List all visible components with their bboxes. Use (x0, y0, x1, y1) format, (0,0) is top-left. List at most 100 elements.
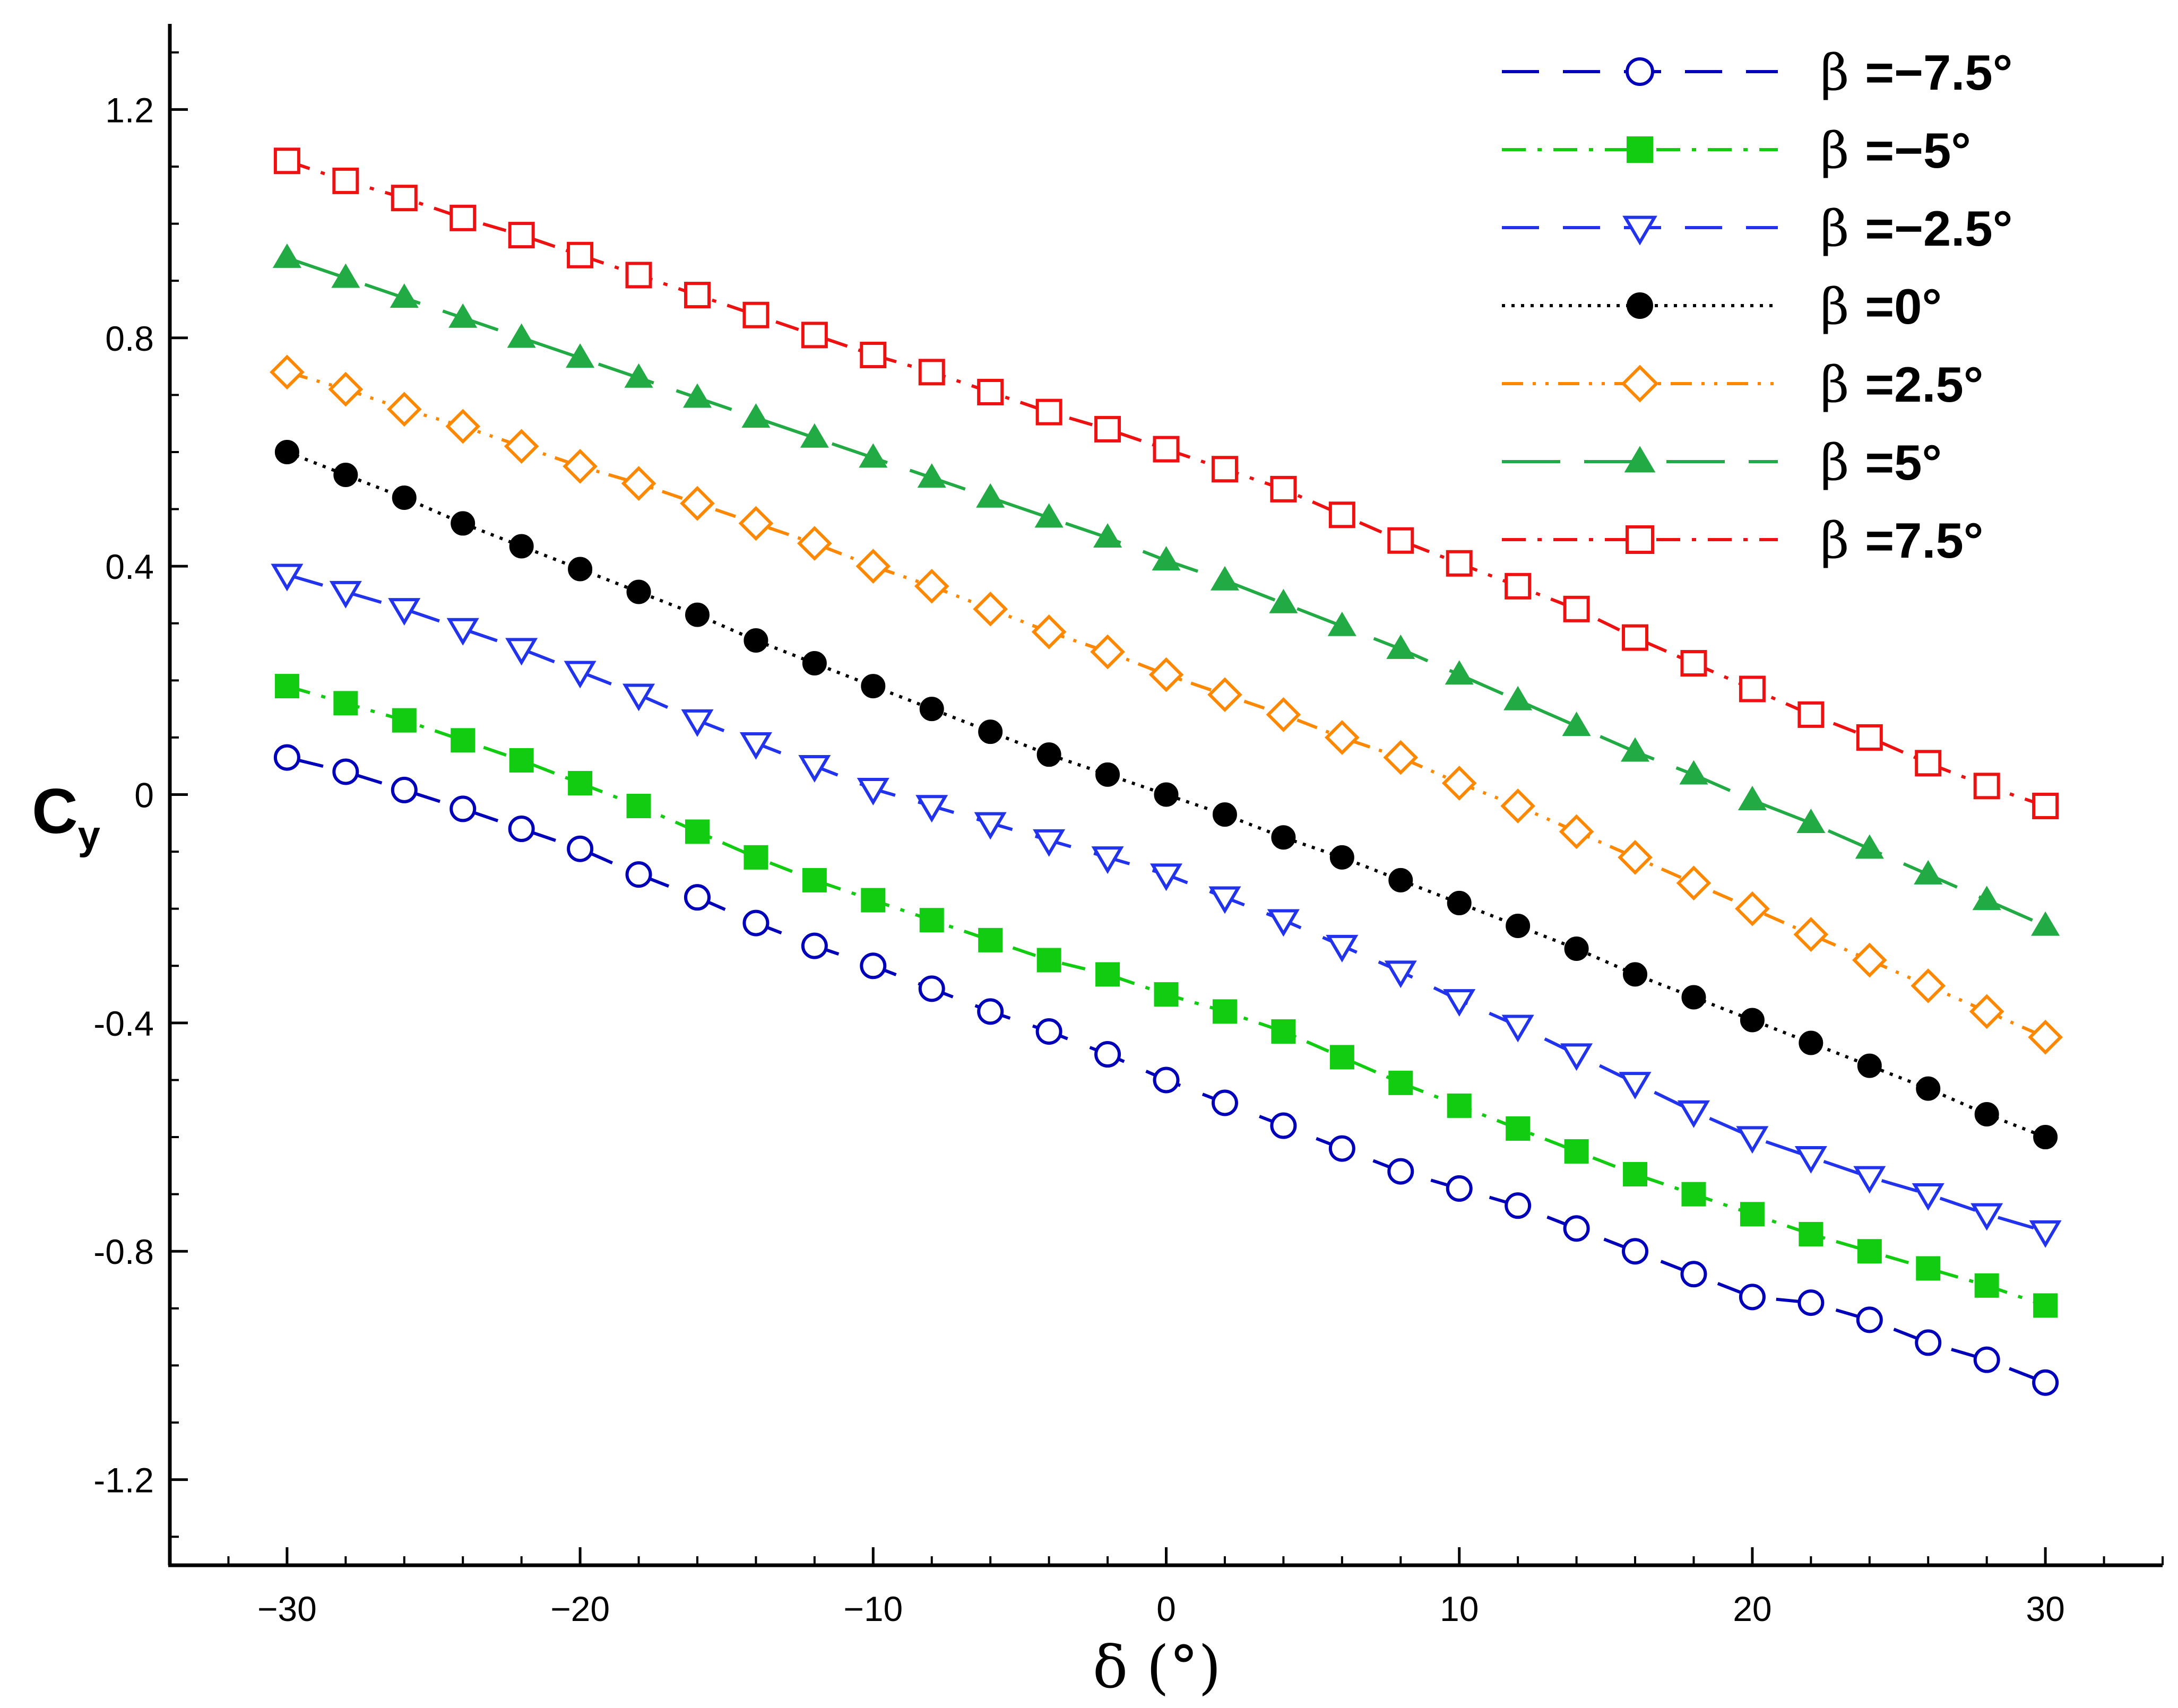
data-point (567, 835, 594, 862)
legend-label-symbol: β (1820, 278, 1865, 336)
data-point (331, 263, 360, 288)
data-point (446, 618, 479, 646)
data-point (451, 728, 476, 753)
data-point (1036, 742, 1061, 767)
data-point (1620, 737, 1650, 762)
data-point (448, 303, 478, 328)
data-point (1443, 989, 1476, 1017)
data-point (2028, 1019, 2063, 1055)
data-point (567, 241, 594, 268)
legend-entry: β =−5° (1502, 122, 1971, 180)
data-point (742, 301, 770, 328)
data-point (1212, 802, 1237, 827)
data-point (1095, 762, 1120, 787)
data-point (625, 861, 652, 888)
legend-label-value: =2.5° (1865, 357, 1983, 412)
data-point (1623, 962, 1648, 987)
legend-label: β =−5° (1820, 122, 1971, 180)
data-point (738, 506, 774, 541)
legend-marker (1624, 446, 1656, 473)
x-tick-label: −30 (257, 1589, 317, 1628)
series-6 (273, 148, 2059, 820)
data-point (622, 683, 655, 712)
data-point (626, 579, 651, 604)
data-point (974, 812, 1007, 840)
data-point (1388, 868, 1413, 892)
data-point (682, 383, 712, 408)
data-point (1912, 1183, 1944, 1211)
data-point (1152, 546, 1181, 571)
data-point (568, 557, 593, 582)
data-point (1033, 829, 1066, 857)
data-point (1969, 994, 2004, 1029)
data-point (1973, 773, 2000, 800)
data-point (1505, 1192, 1532, 1219)
data-point (1153, 436, 1180, 463)
legend-label-symbol: β (1820, 122, 1865, 180)
series-2 (271, 563, 2062, 1248)
data-point (918, 975, 945, 1002)
data-point (1208, 886, 1241, 914)
y-axis-title-subscript: y (78, 813, 100, 858)
series-3 (274, 439, 2058, 1150)
data-point (919, 697, 944, 722)
data-point (919, 908, 944, 933)
data-point (1563, 595, 1590, 622)
data-point (271, 563, 304, 592)
data-point (1793, 917, 1829, 952)
data-point (1447, 890, 1472, 915)
data-point (914, 568, 949, 604)
data-point (621, 466, 656, 501)
data-point (2033, 1125, 2058, 1150)
data-point (1799, 1221, 1823, 1246)
legend-entry: β =0° (1502, 278, 1942, 336)
series-line (287, 370, 2046, 1039)
data-point (1031, 614, 1067, 649)
data-point (1623, 1161, 1648, 1186)
y-tick-label: 0.4 (105, 547, 154, 586)
data-point (1271, 825, 1296, 850)
legend-label-value: =7.5° (1865, 513, 1983, 568)
data-point (1852, 942, 1887, 978)
legend-label-value: =−7.5° (1865, 45, 2012, 100)
data-point (2033, 1293, 2058, 1318)
data-point (274, 674, 299, 699)
data-point (328, 371, 364, 407)
data-point (1739, 675, 1766, 703)
data-point (1441, 766, 1477, 801)
data-point (329, 580, 362, 609)
data-point (2032, 1369, 2059, 1396)
data-point (860, 952, 887, 979)
data-point (391, 185, 418, 212)
data-point (445, 409, 481, 444)
data-point (507, 323, 536, 348)
data-point (1327, 611, 1356, 636)
data-point (1154, 982, 1179, 1007)
data-point (392, 485, 417, 510)
data-point (388, 598, 421, 626)
data-point (802, 868, 827, 892)
plot-area (270, 148, 2063, 1396)
data-point (684, 884, 711, 911)
data-point (566, 343, 595, 368)
data-point (1856, 1306, 1883, 1333)
legend-label-symbol: β (1820, 200, 1865, 258)
data-point (915, 795, 948, 823)
data-point (509, 534, 534, 559)
data-point (390, 283, 419, 308)
data-point (564, 661, 597, 689)
data-point (1618, 840, 1653, 875)
data-point (1269, 588, 1298, 613)
data-point (861, 888, 886, 913)
data-point (1387, 527, 1414, 554)
data-point (1094, 415, 1121, 443)
data-point (451, 511, 476, 536)
data-point (1270, 475, 1297, 502)
data-point (273, 148, 300, 175)
y-tick-label: 1.2 (105, 90, 154, 129)
data-point (1853, 1166, 1886, 1194)
data-point (332, 758, 359, 785)
y-tick-label: -1.2 (93, 1461, 154, 1500)
data-point (568, 770, 593, 795)
